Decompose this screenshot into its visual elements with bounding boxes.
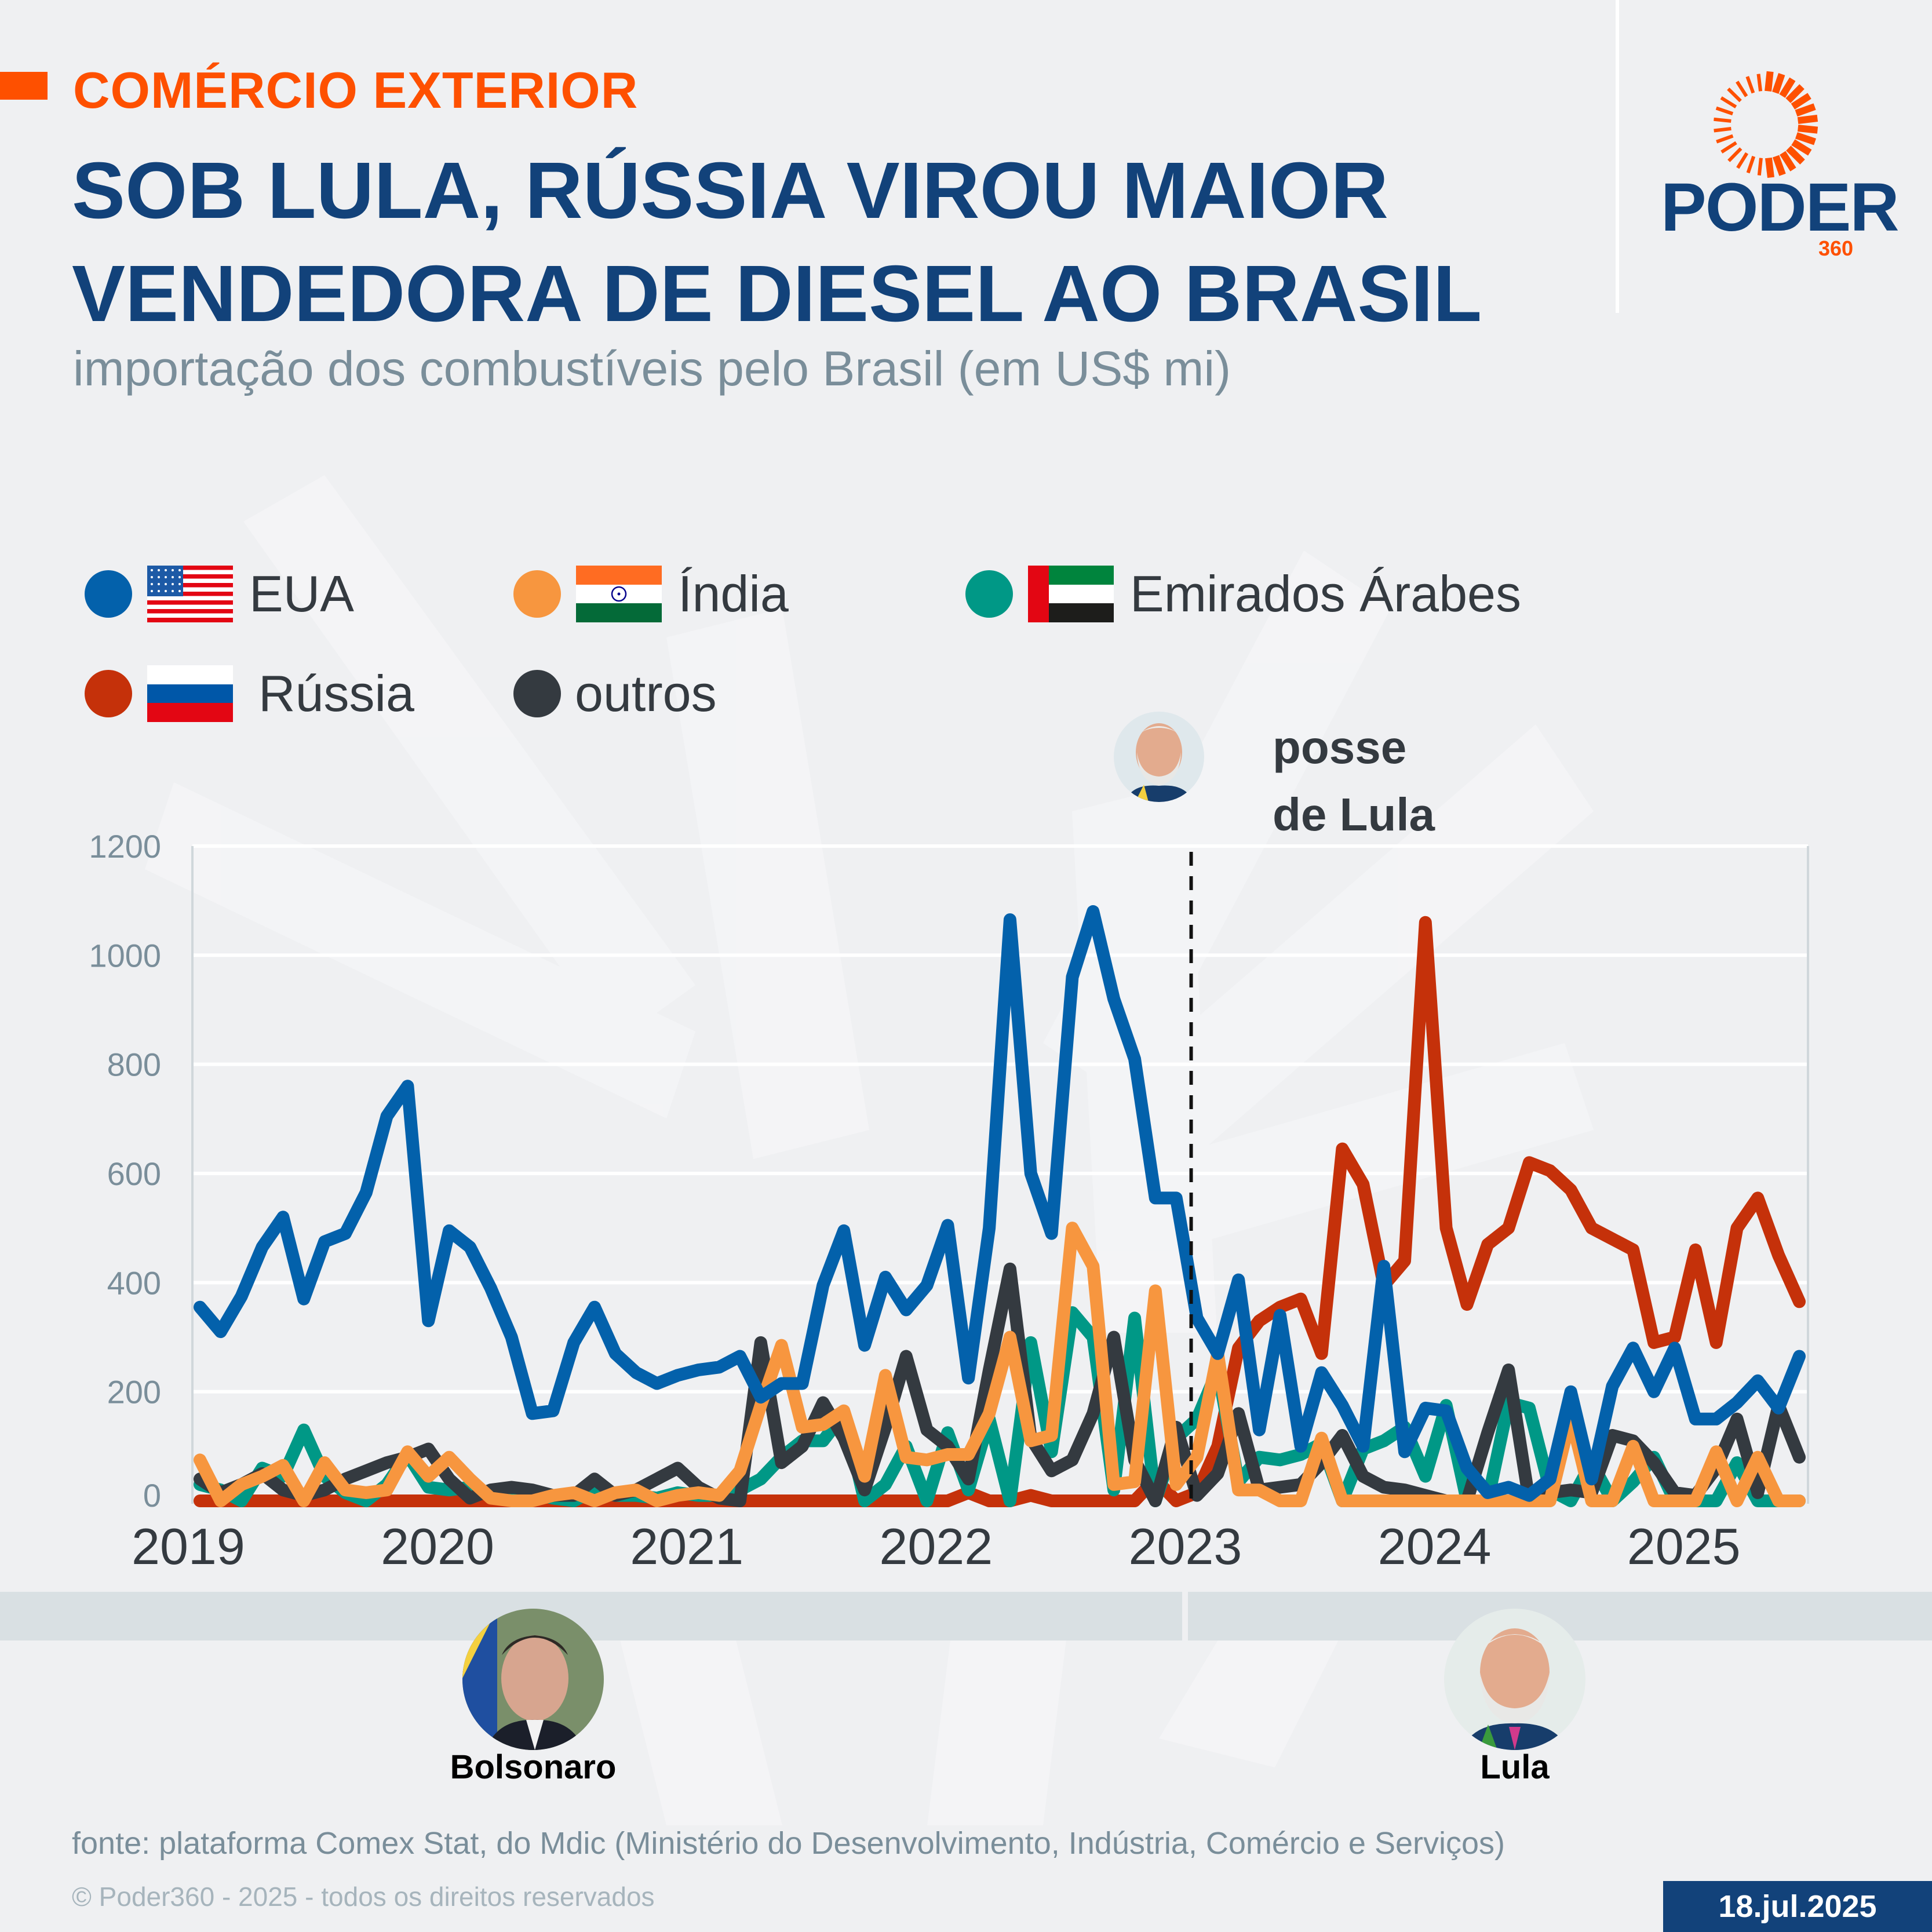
series-line-eua (194, 905, 1806, 1502)
x-tick-label: 2025 (1627, 1518, 1741, 1575)
source-note: fonte: plataforma Comex Stat, do Mdic (M… (72, 1826, 1505, 1861)
legend-item-eua: EUA (85, 564, 354, 624)
logo-ray (1716, 134, 1734, 144)
header-divider (1616, 0, 1619, 313)
legend-label-outros: outros (575, 665, 717, 722)
posse-annotation-line2: de Lula (1273, 789, 1435, 840)
y-tick-label: 800 (107, 1047, 161, 1083)
legend-dot-india (513, 570, 561, 618)
bolsonaro-label: Bolsonaro (450, 1748, 617, 1786)
series-line--ndia (194, 1222, 1806, 1507)
logo-ray (1795, 132, 1817, 145)
logo-ray (1720, 141, 1737, 154)
chart-subtitle: importação dos combustíveis pelo Brasil … (73, 341, 1231, 396)
x-tick-label: 2020 (381, 1518, 494, 1575)
legend-label-eua: EUA (249, 565, 354, 622)
logo-ray (1756, 74, 1763, 92)
logo-ray (1736, 152, 1749, 169)
x-tick-label: 2021 (630, 1518, 744, 1575)
logo-ray (1772, 155, 1786, 176)
logo-ray (1714, 126, 1731, 133)
page-title: SOB LULA, RÚSSIA VIROU MAIOR VENDEDORA D… (72, 139, 1482, 345)
logo-ray (1757, 158, 1763, 176)
usa-flag-icon (147, 566, 233, 622)
x-tick-label: 2019 (132, 1518, 245, 1575)
y-tick-label: 1200 (89, 828, 161, 865)
poder360-sun-logo-icon (1714, 71, 1818, 178)
legend-dot-uae (965, 570, 1013, 618)
logo-ray (1785, 84, 1805, 103)
brand-name: PODER (1661, 169, 1900, 246)
y-tick-label: 1000 (89, 937, 161, 974)
legend-label-india: Índia (678, 565, 789, 622)
logo-ray (1772, 72, 1785, 94)
title-line-2: VENDEDORA DE DIESEL AO BRASIL (72, 249, 1482, 338)
uae-flag-icon (1028, 566, 1114, 622)
logo-ray (1791, 93, 1811, 110)
y-tick-label: 200 (107, 1374, 161, 1410)
logo-ray (1797, 115, 1818, 125)
logo-ray (1715, 106, 1734, 116)
lula-photo (1444, 1609, 1585, 1750)
legend-item-outros: outros (513, 664, 717, 723)
legend-item-india: Índia (513, 564, 789, 624)
legend-dot-russia (85, 670, 132, 717)
india-flag-icon (576, 566, 662, 622)
legend-label-uae: Emirados Árabes (1130, 565, 1521, 622)
logo-ray (1746, 155, 1756, 174)
logo-ray (1714, 117, 1731, 123)
x-tick-label: 2023 (1128, 1518, 1242, 1575)
russia-flag-icon (147, 665, 233, 722)
bolsonaro-photo (462, 1609, 604, 1750)
bolsonaro-term-band (0, 1592, 1182, 1641)
logo-ray (1727, 88, 1742, 103)
posse-annotation: posse de Lula (1273, 714, 1435, 848)
posse-annotation-line1: posse (1273, 721, 1407, 773)
kicker-marker (0, 72, 48, 100)
legend-label-russia: Rússia (258, 665, 414, 722)
y-tick-label: 600 (107, 1155, 161, 1192)
x-tick-label: 2024 (1377, 1518, 1492, 1575)
logo-ray (1720, 96, 1737, 109)
legend-item-russia: Rússia (85, 664, 414, 723)
x-tick-label: 2022 (879, 1518, 993, 1575)
logo-ray (1765, 157, 1774, 178)
logo-ray (1727, 147, 1743, 162)
y-tick-label: 0 (143, 1477, 161, 1514)
lula-label: Lula (1480, 1748, 1550, 1786)
logo-ray (1745, 76, 1755, 94)
logo-ray (1736, 81, 1748, 97)
legend-dot-eua (85, 570, 132, 618)
logo-ray (1765, 71, 1774, 92)
section-kicker: COMÉRCIO EXTERIOR (73, 61, 639, 119)
logo-ray (1798, 125, 1818, 134)
y-tick-label: 400 (107, 1264, 161, 1301)
title-line-1: SOB LULA, RÚSSIA VIROU MAIOR (72, 146, 1388, 235)
publication-date: 18.jul.2025 (1663, 1881, 1932, 1932)
logo-ray (1791, 139, 1812, 156)
legend-item-uae: Emirados Árabes (965, 564, 1521, 624)
logo-ray (1786, 145, 1805, 165)
brand-number: 360 (1818, 236, 1854, 260)
logo-ray (1779, 77, 1796, 98)
logo-ray (1780, 151, 1796, 172)
lula-posse-photo (1114, 712, 1204, 802)
legend-dot-outros (513, 670, 561, 717)
logo-ray (1795, 103, 1816, 117)
copyright-note: © Poder360 - 2025 - todos os direitos re… (72, 1882, 655, 1912)
